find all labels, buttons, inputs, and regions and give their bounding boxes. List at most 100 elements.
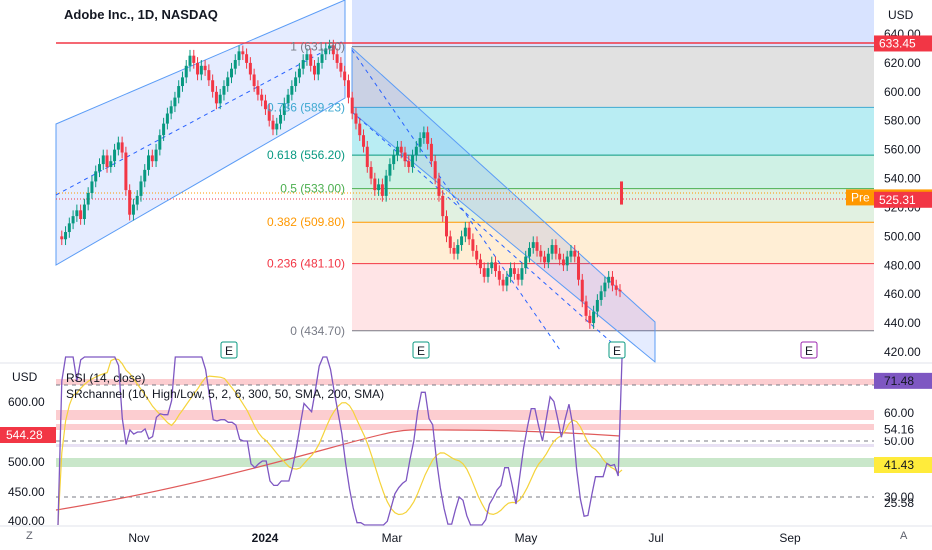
fib-zone bbox=[352, 222, 874, 264]
pre-label: Pre bbox=[851, 190, 870, 204]
price-tick: 460.00 bbox=[884, 287, 921, 301]
candle-body bbox=[214, 91, 218, 104]
fib-label: 0.786 (589.23) bbox=[267, 100, 345, 114]
indicator-left-tick: 600.00 bbox=[8, 395, 45, 409]
time-axis[interactable]: Nov 2024 Mar May Jul Sep bbox=[128, 531, 801, 545]
candle-body bbox=[429, 143, 433, 162]
candle-body bbox=[147, 155, 151, 170]
candle-body bbox=[226, 77, 230, 87]
price-tag-text: 525.31 bbox=[879, 193, 916, 207]
candle-body bbox=[350, 97, 354, 114]
candle-body bbox=[550, 245, 554, 254]
candle-body bbox=[520, 268, 524, 280]
candle-body bbox=[290, 86, 294, 95]
candle-body bbox=[124, 152, 128, 191]
candles bbox=[60, 39, 623, 329]
price-axis[interactable]: 640.00620.00600.00580.00560.00540.00520.… bbox=[884, 27, 921, 359]
candle-body bbox=[365, 146, 369, 167]
candle-body bbox=[162, 123, 166, 136]
candle-body bbox=[441, 195, 445, 217]
candle-body bbox=[384, 175, 388, 196]
candle-body bbox=[437, 178, 441, 196]
rsi-legend[interactable]: RSI (14, close) bbox=[66, 371, 146, 385]
candle-body bbox=[346, 80, 350, 98]
earnings-marker[interactable] bbox=[608, 341, 626, 359]
candle-body bbox=[614, 285, 618, 290]
candle-body bbox=[482, 268, 486, 277]
candle-body bbox=[486, 268, 490, 277]
candle-body bbox=[377, 184, 381, 191]
candle-body bbox=[584, 301, 588, 316]
candle-body bbox=[569, 250, 573, 257]
candle-body bbox=[561, 259, 565, 266]
candle-body bbox=[577, 256, 581, 280]
indicator-axis-currency[interactable]: USD bbox=[12, 370, 38, 384]
candle-body bbox=[128, 190, 132, 215]
candle-body bbox=[86, 193, 90, 205]
candle-body bbox=[478, 259, 482, 269]
fib-label: 0.618 (556.20) bbox=[267, 148, 345, 162]
price-tick: 420.00 bbox=[884, 345, 921, 359]
candle-body bbox=[120, 142, 124, 153]
earnings-marker[interactable] bbox=[800, 341, 818, 359]
rsi-pane[interactable] bbox=[55, 356, 874, 526]
candle-body bbox=[245, 54, 249, 63]
candle-body bbox=[494, 262, 498, 272]
candle-body bbox=[433, 161, 437, 179]
price-tick: 580.00 bbox=[884, 114, 921, 128]
price-tick: 560.00 bbox=[884, 143, 921, 157]
earnings-marker[interactable] bbox=[220, 341, 238, 359]
zoom-button[interactable]: Z bbox=[26, 530, 33, 542]
price-tick: 500.00 bbox=[884, 229, 921, 243]
price-tick: 440.00 bbox=[884, 316, 921, 330]
candle-body bbox=[192, 55, 196, 63]
candle-body bbox=[543, 256, 547, 263]
candle-body bbox=[154, 149, 158, 162]
candle-body bbox=[286, 94, 290, 104]
candle-body bbox=[90, 181, 94, 193]
candle-body bbox=[180, 77, 184, 87]
candle-body bbox=[471, 239, 475, 251]
symbol-title[interactable]: Adobe Inc., 1D, NASDAQ bbox=[64, 7, 218, 22]
candle-body bbox=[448, 236, 452, 248]
candle-body bbox=[131, 204, 135, 215]
candle-body bbox=[403, 152, 407, 162]
earnings-marker-label: E bbox=[225, 344, 233, 358]
earnings-marker[interactable] bbox=[412, 341, 430, 359]
candle-body bbox=[531, 242, 535, 248]
candle-body bbox=[301, 60, 305, 69]
candle-body bbox=[546, 253, 550, 263]
fib-label: 0.5 (533.00) bbox=[280, 182, 345, 196]
candle-body bbox=[467, 227, 471, 240]
fib-labels: 1 (631.30) 0.786 (589.23) 0.618 (556.20) 0.… bbox=[267, 40, 345, 338]
candle-body bbox=[233, 60, 237, 69]
fib-zone bbox=[352, 107, 874, 156]
indicator-left-tag-text: 544.28 bbox=[6, 428, 43, 442]
candle-body bbox=[452, 247, 456, 254]
candle-body bbox=[362, 135, 366, 147]
candle-body bbox=[339, 62, 343, 72]
candle-body bbox=[60, 236, 64, 240]
candle-body bbox=[116, 142, 120, 150]
candle-body bbox=[354, 113, 358, 124]
candle-body bbox=[580, 279, 584, 302]
candle-body bbox=[490, 262, 494, 269]
candle-body bbox=[105, 155, 109, 167]
candle-body bbox=[211, 80, 215, 92]
fib-label: 0.382 (509.80) bbox=[267, 215, 345, 229]
candle-body bbox=[94, 171, 98, 182]
indicator-right-tick: 30.00 bbox=[884, 490, 914, 504]
indicator-tag-text: 41.43 bbox=[884, 458, 914, 472]
price-tags: 633.45Pre526.95525.31 bbox=[846, 35, 932, 208]
candle-body bbox=[505, 276, 509, 286]
candle-body bbox=[475, 250, 479, 260]
fib-label: 1 (631.30) bbox=[290, 40, 345, 54]
srchannel-legend[interactable]: SRchannel (10, High/Low, 5, 2, 6, 300, 5… bbox=[66, 387, 385, 401]
candle-body bbox=[169, 106, 173, 114]
price-axis-currency[interactable]: USD bbox=[888, 8, 914, 22]
auto-scale-button[interactable]: A bbox=[900, 530, 908, 542]
